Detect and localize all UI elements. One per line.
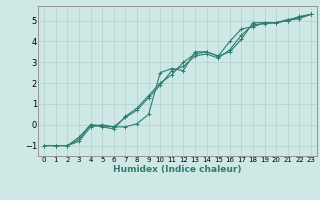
X-axis label: Humidex (Indice chaleur): Humidex (Indice chaleur) — [113, 165, 242, 174]
